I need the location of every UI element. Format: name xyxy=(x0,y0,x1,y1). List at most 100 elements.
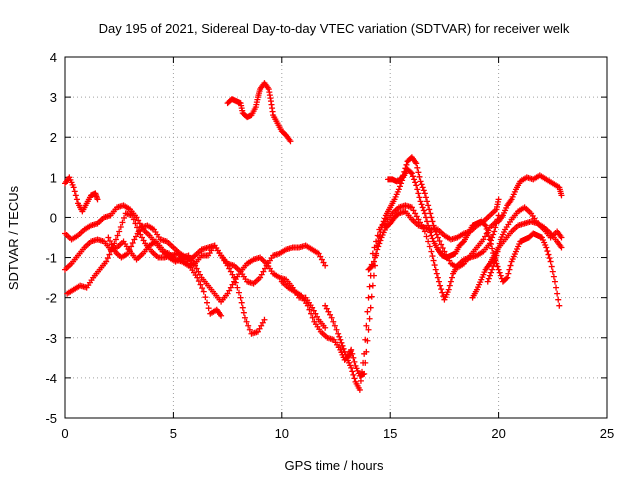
data-point xyxy=(348,346,355,353)
data-point xyxy=(381,215,388,222)
data-point xyxy=(368,293,375,300)
series-sat-j xyxy=(385,154,500,271)
y-tick-label: 2 xyxy=(50,130,57,145)
data-point xyxy=(359,368,366,375)
y-tick-label: 1 xyxy=(50,170,57,185)
x-tick-label: 20 xyxy=(491,426,505,441)
data-point xyxy=(435,278,442,285)
y-tick-label: -1 xyxy=(45,251,57,266)
data-point xyxy=(237,294,244,301)
data-point xyxy=(261,316,268,323)
data-point xyxy=(192,262,199,269)
data-point xyxy=(417,198,424,205)
data-point xyxy=(366,283,373,290)
data-point xyxy=(411,176,418,183)
data-point xyxy=(491,259,498,266)
axis-ticks xyxy=(64,56,608,419)
series-sat-g xyxy=(278,166,563,379)
data-point xyxy=(129,240,136,247)
data-point xyxy=(491,228,498,235)
data-point xyxy=(103,258,110,265)
data-point xyxy=(106,238,113,245)
data-point xyxy=(494,248,501,255)
data-point xyxy=(229,281,236,288)
data-point xyxy=(488,237,495,244)
y-tick-label: 0 xyxy=(50,210,57,225)
data-point xyxy=(482,233,489,240)
data-point xyxy=(489,245,496,252)
data-point xyxy=(549,268,556,275)
data-point xyxy=(431,225,438,232)
y-axis-label: SDTVAR / TECUs xyxy=(6,185,21,290)
data-point xyxy=(419,184,426,191)
data-point xyxy=(200,288,207,295)
data-point xyxy=(254,328,261,335)
y-tick-label: -3 xyxy=(45,331,57,346)
data-point xyxy=(331,322,338,329)
data-point xyxy=(218,312,225,319)
data-point xyxy=(257,274,264,281)
data-point xyxy=(423,233,430,240)
data-point xyxy=(448,274,455,281)
data-point xyxy=(339,342,346,349)
data-point xyxy=(431,262,438,269)
y-tick-label: -2 xyxy=(45,291,57,306)
data-point xyxy=(488,269,495,276)
data-point xyxy=(195,278,202,285)
data-point xyxy=(335,330,342,337)
data-point xyxy=(111,240,118,247)
data-point xyxy=(341,348,348,355)
data-point xyxy=(258,322,265,329)
data-point xyxy=(415,190,422,197)
data-point xyxy=(507,262,514,269)
data-point xyxy=(114,232,121,239)
data-point xyxy=(429,218,436,225)
data-point xyxy=(194,274,201,281)
data-point xyxy=(369,262,376,269)
x-tick-label: 10 xyxy=(275,426,289,441)
data-point xyxy=(413,160,420,167)
data-point xyxy=(432,228,439,235)
data-point xyxy=(104,255,111,262)
data-point xyxy=(133,233,140,240)
data-point xyxy=(322,324,329,331)
data-point xyxy=(361,350,368,357)
data-point xyxy=(428,248,435,255)
data-point xyxy=(401,168,408,175)
data-point xyxy=(240,309,247,316)
data-point xyxy=(126,247,133,254)
data-point xyxy=(337,336,344,343)
data-point xyxy=(437,282,444,289)
data-point xyxy=(325,308,332,315)
data-point xyxy=(486,272,493,279)
data-point xyxy=(351,358,358,365)
data-point xyxy=(433,231,440,238)
data-point xyxy=(130,216,137,223)
data-point xyxy=(197,281,204,288)
data-point xyxy=(543,244,550,251)
data-point xyxy=(131,236,138,243)
data-point xyxy=(368,263,375,270)
data-point xyxy=(365,294,372,301)
data-point xyxy=(363,322,370,329)
data-point xyxy=(415,169,422,176)
data-point xyxy=(553,284,560,291)
data-point xyxy=(445,286,452,293)
data-point xyxy=(232,279,239,286)
data-point xyxy=(314,313,321,320)
data-point xyxy=(357,377,364,384)
data-point xyxy=(320,259,327,266)
data-point xyxy=(195,268,202,275)
data-point xyxy=(226,287,233,294)
data-point xyxy=(360,359,367,366)
y-tick-label: 4 xyxy=(50,50,57,65)
data-point xyxy=(227,268,234,275)
data-point xyxy=(430,222,437,229)
data-point xyxy=(422,214,429,221)
data-point xyxy=(71,188,78,195)
data-point xyxy=(110,245,117,252)
data-point xyxy=(259,319,266,326)
data-point xyxy=(412,179,419,186)
